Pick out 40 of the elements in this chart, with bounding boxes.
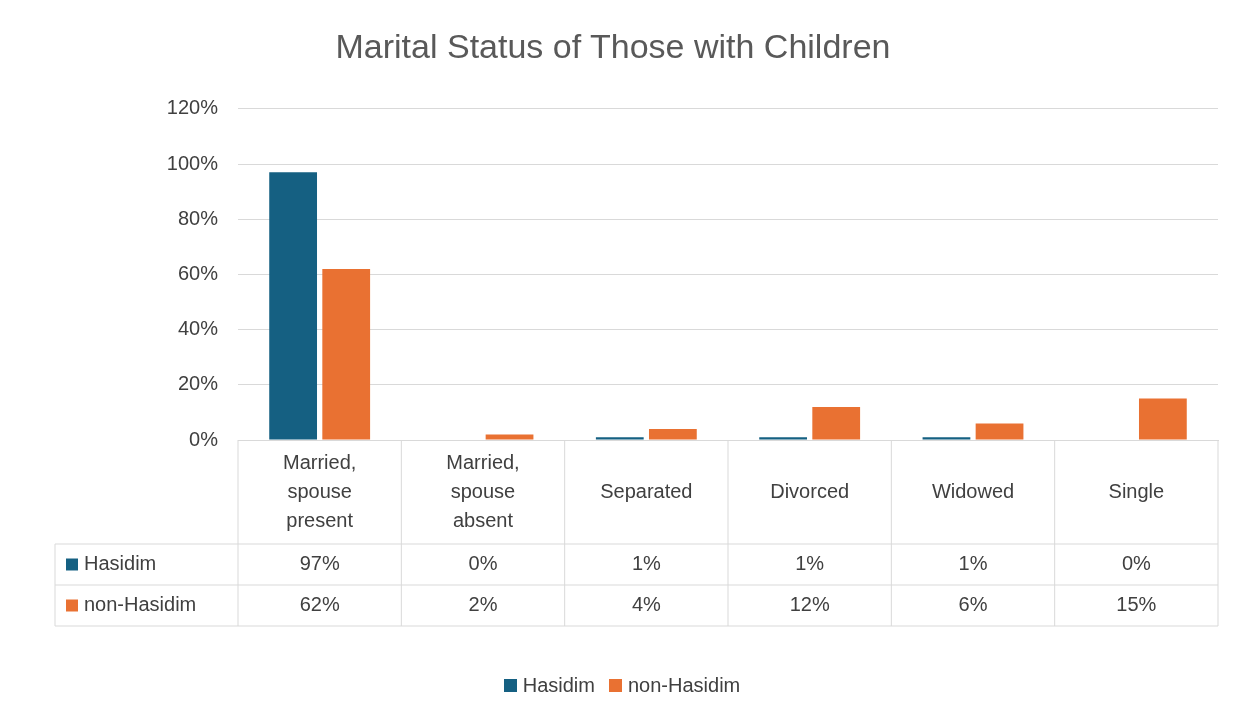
bar <box>322 268 371 440</box>
y-tick-label: 120% <box>166 96 219 119</box>
legend-label: non-Hasidim <box>84 593 197 616</box>
data-label: 2% <box>468 593 498 616</box>
bar <box>812 406 861 440</box>
data-label: 0% <box>1121 552 1151 575</box>
bar <box>975 423 1024 440</box>
x-tick-label: Married, spouse absent <box>446 450 520 531</box>
chart-title: Marital Status of Those with Children <box>335 26 891 65</box>
y-tick-label: 80% <box>177 206 219 229</box>
text: non-Hasidim <box>627 674 741 696</box>
y-tick-label: 20% <box>177 372 219 395</box>
x-tick-label: Separated <box>600 479 693 502</box>
x-tick-label: Widowed <box>931 479 1015 502</box>
y-tick-label: 100% <box>166 151 219 174</box>
x-tick-label: Single <box>1108 479 1165 502</box>
bar <box>648 428 697 440</box>
data-label: 6% <box>958 593 988 616</box>
bar <box>922 437 971 440</box>
data-label: 62% <box>299 593 340 616</box>
bar <box>759 437 808 440</box>
data-label: 1% <box>795 552 825 575</box>
y-tick-label: 0% <box>189 427 219 450</box>
text: Hasidim <box>522 674 595 696</box>
data-label: 15% <box>1116 593 1157 616</box>
data-label: 12% <box>789 593 830 616</box>
bar <box>595 437 644 440</box>
data-label: 4% <box>631 593 661 616</box>
bar <box>485 434 534 440</box>
x-tick-label: Married, spouse present <box>282 450 357 531</box>
y-tick-label: 40% <box>177 317 219 340</box>
data-label: 97% <box>299 552 340 575</box>
data-label: 1% <box>958 552 988 575</box>
bar <box>1138 398 1187 440</box>
x-tick-label: Divorced <box>770 479 850 502</box>
legend-label: Hasidim <box>84 552 157 575</box>
data-label: 1% <box>631 552 661 575</box>
bar <box>269 172 318 440</box>
data-label: 0% <box>468 552 498 575</box>
y-tick-label: 60% <box>177 261 219 284</box>
